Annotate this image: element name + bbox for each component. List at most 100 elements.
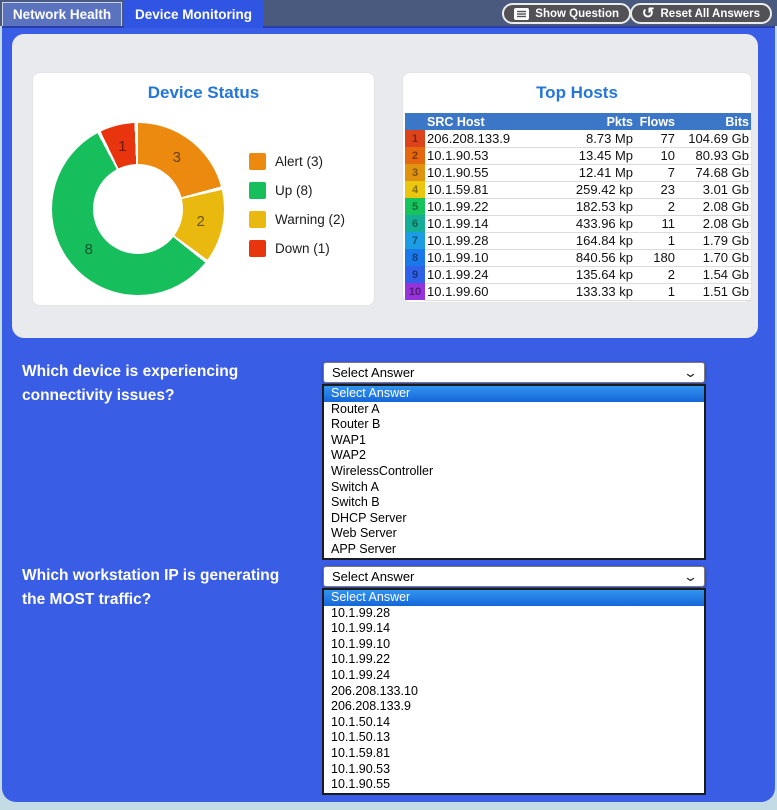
dropdown-option[interactable]: 10.1.99.10	[331, 636, 391, 651]
src-host-cell: 206.208.133.9	[425, 130, 549, 148]
dropdown-option[interactable]: Router B	[331, 417, 381, 432]
dropdown-option[interactable]: Web Server	[331, 526, 397, 541]
dropdown-option[interactable]: 10.1.59.81	[331, 745, 391, 760]
bits-cell: 74.68 Gb	[677, 164, 751, 182]
table-row: 3 10.1.90.55 12.41 Mp 7 74.68 Gb	[405, 164, 751, 182]
chevron-down-icon: ⌄	[682, 364, 699, 380]
bits-cell: 1.79 Gb	[677, 232, 751, 250]
question-1-line-1: Which device is experiencing	[22, 363, 239, 380]
bits-cell: 2.08 Gb	[677, 215, 751, 233]
dropdown-option[interactable]: 10.1.90.53	[331, 761, 391, 776]
rank-badge: 8	[405, 249, 425, 266]
rank-badge: 4	[405, 181, 425, 198]
flows-cell: 77	[635, 130, 677, 148]
reset-all-answers-button[interactable]: ↺ Reset All Answers	[629, 3, 772, 24]
dropdown-option[interactable]: Router A	[331, 401, 380, 416]
dropdown-option[interactable]: 10.1.90.55	[331, 777, 391, 792]
dropdown-option[interactable]: Select Answer	[324, 590, 704, 606]
bits-cell: 104.69 Gb	[677, 130, 751, 148]
pkts-cell: 164.84 kp	[549, 232, 635, 250]
table-row: 2 10.1.90.53 13.45 Mp 10 80.93 Gb	[405, 147, 751, 165]
src-host-cell: 10.1.99.14	[425, 215, 549, 233]
dropdown-option[interactable]: 10.1.50.13	[331, 730, 391, 745]
bits-cell: 3.01 Gb	[677, 181, 751, 199]
donut-segment-value: 2	[196, 212, 205, 230]
dropdown-option[interactable]: Switch B	[331, 495, 380, 510]
dropdown-option[interactable]: 206.208.133.10	[331, 683, 418, 698]
top-hosts-card: Top Hosts SRC Host Pkts Flows Bits 1 206.…	[402, 72, 752, 303]
tab-network-health[interactable]: Network Health	[2, 2, 122, 26]
donut-hole	[93, 164, 183, 254]
dropdown-option[interactable]: DHCP Server	[331, 510, 407, 525]
table-row: 7 10.1.99.28 164.84 kp 1 1.79 Gb	[405, 232, 751, 250]
pkts-cell: 840.56 kp	[549, 249, 635, 267]
src-host-cell: 10.1.90.55	[425, 164, 549, 182]
question-1-select[interactable]: Select Answer ⌄	[323, 362, 705, 383]
question-1-line-2: connectivity issues?	[22, 387, 175, 404]
dropdown-option[interactable]: APP Server	[331, 541, 397, 556]
flows-cell: 1	[635, 232, 677, 250]
dropdown-option[interactable]: WirelessController	[331, 463, 434, 478]
pkts-cell: 13.45 Mp	[549, 147, 635, 165]
src-host-cell: 10.1.90.53	[425, 147, 549, 165]
question-1-options-list: Select Answer Router A Router B WAP1 WAP2 Wir…	[322, 384, 706, 560]
rank-badge: 7	[405, 232, 425, 249]
table-row: 5 10.1.99.22 182.53 kp 2 2.08 Gb	[405, 198, 751, 216]
donut-segment-value: 1	[118, 137, 127, 155]
bits-cell: 1.54 Gb	[677, 266, 751, 284]
device-status-donut-chart: 3 2 8 1	[52, 123, 224, 295]
rank-badge: 9	[405, 266, 425, 283]
bits-cell: 1.70 Gb	[677, 249, 751, 267]
rank-badge: 2	[405, 147, 425, 164]
question-2-options-list: Select Answer 10.1.99.28 10.1.99.14 10.1.99…	[322, 588, 706, 795]
flows-cell: 11	[635, 215, 677, 233]
top-hosts-header-row: SRC Host Pkts Flows Bits	[405, 113, 751, 130]
src-host-cell: 10.1.99.28	[425, 232, 549, 250]
flows-cell: 2	[635, 266, 677, 284]
flows-cell: 1	[635, 283, 677, 301]
top-hosts-title: Top Hosts	[536, 83, 618, 102]
tab-device-monitoring[interactable]: Device Monitoring	[124, 0, 263, 28]
dropdown-option[interactable]: WAP1	[331, 432, 366, 447]
bits-cell: 2.08 Gb	[677, 198, 751, 216]
legend-label: Alert (3)	[275, 153, 324, 169]
dropdown-option[interactable]: 10.1.99.14	[331, 621, 391, 636]
legend-swatch	[249, 152, 266, 170]
legend-item: Up (8)	[249, 180, 345, 200]
src-host-column-header: SRC Host	[425, 113, 549, 130]
show-question-button[interactable]: Show Question	[502, 3, 631, 24]
rank-badge: 3	[405, 164, 425, 181]
flows-column-header: Flows	[635, 113, 677, 130]
src-host-cell: 10.1.99.60	[425, 283, 549, 301]
legend-swatch	[249, 210, 266, 228]
legend-label: Warning (2)	[275, 211, 346, 227]
flows-cell: 180	[635, 249, 677, 267]
device-status-card: Device Status 3 2 8 1 Alert (3) Up (8) Warn…	[32, 72, 375, 306]
top-hosts-table: SRC Host Pkts Flows Bits 1 206.208.133.9 8…	[405, 113, 751, 301]
legend-item: Warning (2)	[249, 209, 345, 229]
chevron-down-icon: ⌄	[682, 568, 699, 584]
rank-badge: 10	[405, 283, 425, 300]
dropdown-option[interactable]: WAP2	[331, 448, 366, 463]
table-row: 9 10.1.99.24 135.64 kp 2 1.54 Gb	[405, 266, 751, 284]
question-2-select[interactable]: Select Answer ⌄	[323, 566, 705, 587]
dropdown-option[interactable]: Switch A	[331, 479, 379, 494]
device-status-legend: Alert (3) Up (8) Warning (2) Down (1)	[249, 151, 345, 267]
rank-badge: 6	[405, 215, 425, 232]
question-1-select-value: Select Answer	[332, 365, 415, 380]
dropdown-option[interactable]: Select Answer	[324, 386, 704, 402]
question-2-label: Which workstation IP is generating the M…	[22, 564, 317, 612]
legend-swatch	[249, 239, 266, 257]
dropdown-option[interactable]: 10.1.50.14	[331, 714, 391, 729]
dropdown-option[interactable]: 10.1.99.28	[331, 605, 391, 620]
dropdown-option[interactable]: 10.1.99.24	[331, 667, 391, 682]
table-row: 1 206.208.133.9 8.73 Mp 77 104.69 Gb	[405, 130, 751, 148]
rank-column-header	[405, 113, 425, 130]
dropdown-option[interactable]: 10.1.99.22	[331, 652, 391, 667]
legend-item: Down (1)	[249, 238, 345, 258]
dropdown-option[interactable]: 206.208.133.9	[331, 699, 411, 714]
show-question-label: Show Question	[535, 7, 619, 20]
question-2-select-value: Select Answer	[332, 569, 415, 584]
